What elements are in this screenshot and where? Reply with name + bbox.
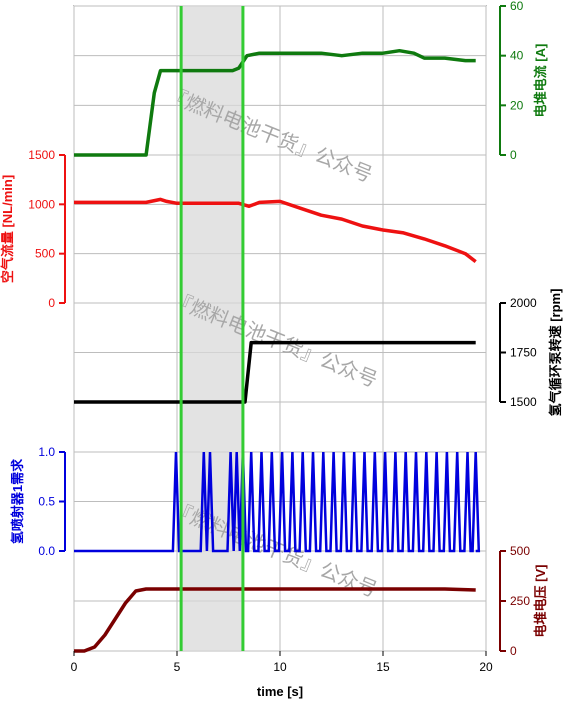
current-tick-label: 0 bbox=[510, 148, 517, 162]
air-series-line bbox=[74, 197, 477, 263]
voltage-axis-label: 电堆电压 [V] bbox=[533, 565, 548, 638]
voltage-tick-label: 0 bbox=[510, 644, 517, 658]
air-tick-label: 1500 bbox=[28, 148, 55, 162]
x-axis-label: time [s] bbox=[257, 684, 303, 699]
current-series-line bbox=[74, 48, 476, 157]
x-tick-label: 0 bbox=[71, 660, 78, 674]
series-group bbox=[74, 48, 481, 653]
air-tick-label: 0 bbox=[48, 296, 55, 310]
pump-tick-label: 2000 bbox=[510, 296, 537, 310]
air-tick-label: 1000 bbox=[28, 197, 55, 211]
injector-tick-label: 0.0 bbox=[38, 544, 55, 558]
x-tick-label: 10 bbox=[273, 660, 287, 674]
injector-tick-label: 1.0 bbox=[38, 445, 55, 459]
x-tick-label: 20 bbox=[479, 660, 493, 674]
pump-axis-label: 氢气循环泵转速 [rpm] bbox=[548, 289, 563, 417]
air-tick-label: 500 bbox=[35, 247, 55, 261]
current-tick-label: 40 bbox=[510, 49, 524, 63]
pump-tick-label: 1500 bbox=[510, 395, 537, 409]
voltage-series-line bbox=[74, 587, 476, 653]
voltage-tick-label: 250 bbox=[510, 594, 530, 608]
current-axis-label: 电堆电流 [A] bbox=[533, 44, 548, 118]
voltage-tick-label: 500 bbox=[510, 544, 530, 558]
current-tick-label: 20 bbox=[510, 98, 524, 112]
air-axis-label: 空气流量 [NL/min] bbox=[0, 175, 15, 283]
current-tick-label: 60 bbox=[510, 0, 524, 13]
x-tick-label: 15 bbox=[376, 660, 390, 674]
injector-tick-label: 0.5 bbox=[38, 495, 55, 509]
injector-axis-label: 氢喷射器1需求 bbox=[10, 458, 25, 544]
pump-tick-label: 1750 bbox=[510, 346, 537, 360]
pump-series-line bbox=[74, 340, 476, 404]
x-tick-label: 5 bbox=[174, 660, 181, 674]
marker-lines bbox=[179, 6, 245, 651]
